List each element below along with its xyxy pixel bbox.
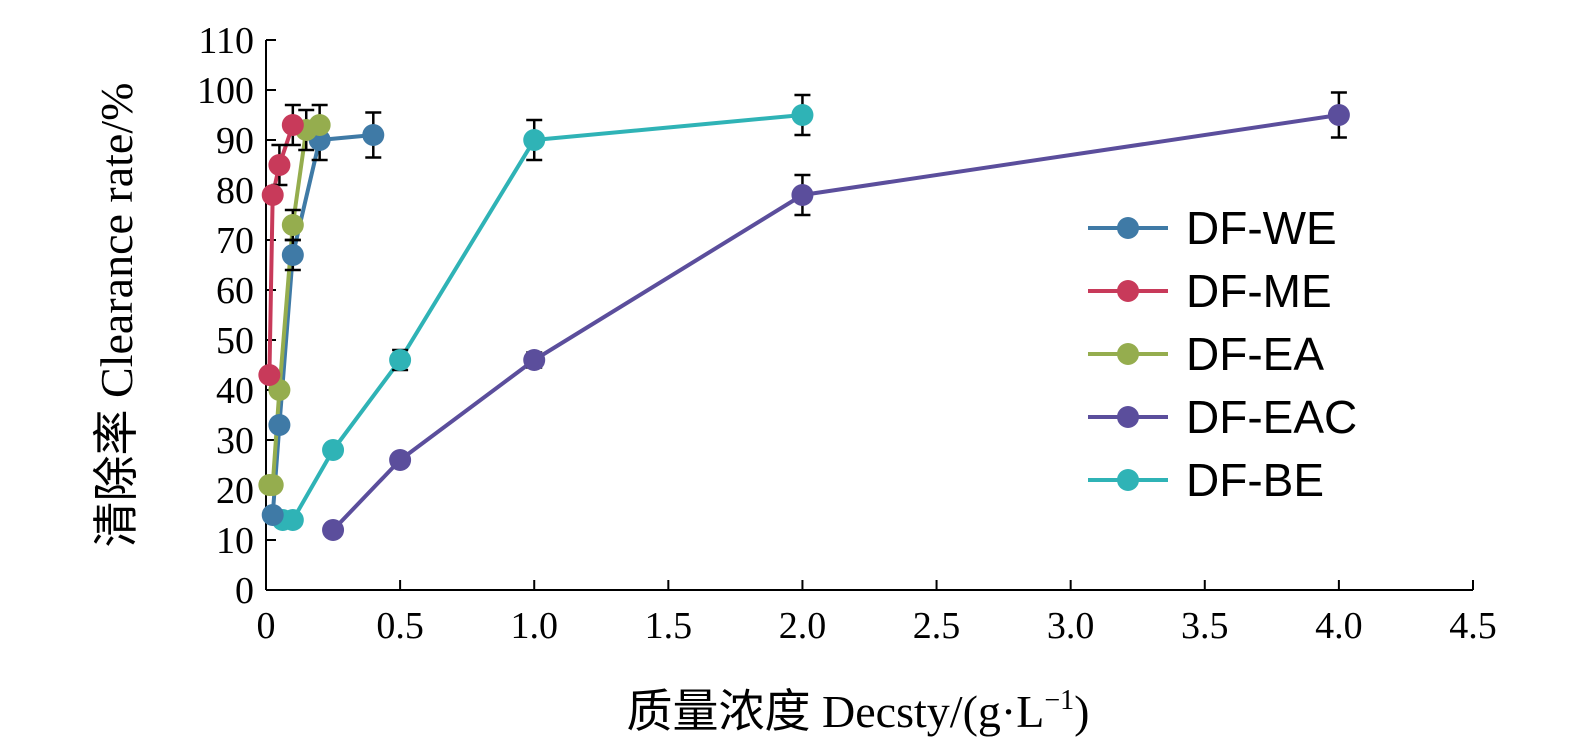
- x-tick-label: 2.0: [779, 605, 827, 647]
- data-point: [523, 349, 546, 371]
- y-tick-label: 100: [197, 70, 254, 112]
- x-axis-title-close: ): [1074, 686, 1089, 737]
- y-tick-label: 90: [216, 120, 254, 162]
- data-point: [1327, 104, 1350, 126]
- legend-label: DF-BE: [1186, 454, 1324, 506]
- x-tick-label: 1.0: [510, 605, 558, 647]
- data-point: [322, 519, 345, 541]
- x-tick-label: 3.0: [1047, 605, 1095, 647]
- legend-marker: [1117, 343, 1139, 365]
- data-point: [791, 184, 814, 206]
- data-point: [261, 504, 284, 526]
- data-point: [281, 214, 304, 236]
- data-point: [281, 244, 304, 266]
- data-point: [268, 414, 291, 436]
- legend-marker: [1117, 469, 1139, 491]
- data-point: [261, 184, 284, 206]
- x-tick-label: 4.5: [1449, 605, 1497, 647]
- legend-label: DF-EA: [1186, 328, 1324, 380]
- data-point: [389, 349, 412, 371]
- legend-label: DF-EAC: [1186, 391, 1357, 443]
- data-point: [268, 154, 291, 176]
- data-point: [281, 114, 304, 136]
- legend-marker: [1117, 217, 1139, 239]
- data-point: [308, 114, 331, 136]
- data-point: [389, 449, 412, 471]
- y-tick-label: 110: [198, 20, 254, 62]
- series-line: [282, 113, 803, 522]
- x-tick-label: 4.0: [1315, 605, 1363, 647]
- tick-marks: 0 0.5 1.0 1.5 2.0 2.5 3.0 3.5 4.0 4.5 0 10 20 30 40 50 6…: [197, 20, 1497, 647]
- x-tick-label: 0.5: [376, 605, 424, 647]
- series-lines: [267, 113, 1340, 532]
- axes: [265, 40, 1473, 591]
- x-tick-label: 3.5: [1181, 605, 1229, 647]
- legend-marker: [1117, 280, 1139, 302]
- y-tick-label: 80: [216, 170, 254, 212]
- y-tick-label: 60: [216, 270, 254, 312]
- series-markers: [258, 104, 1350, 541]
- y-tick-label: 0: [235, 570, 254, 612]
- data-point: [362, 124, 385, 146]
- data-point: [281, 509, 304, 531]
- x-axis-title-superscript: −1: [1044, 685, 1074, 716]
- x-tick-label: 2.5: [913, 605, 961, 647]
- legend-label: DF-WE: [1186, 202, 1337, 254]
- legend-marker: [1117, 406, 1139, 428]
- data-point: [258, 364, 281, 386]
- y-tick-label: 10: [216, 520, 254, 562]
- y-tick-label: 50: [216, 320, 254, 362]
- y-axis-title: 清除率 Clearance rate/%: [91, 83, 142, 548]
- y-tick-label: 30: [216, 420, 254, 462]
- legend-label: DF-ME: [1186, 265, 1332, 317]
- y-tick-label: 70: [216, 220, 254, 262]
- data-point: [523, 129, 546, 151]
- series-line: [270, 133, 374, 516]
- x-tick-label: 0: [257, 605, 276, 647]
- data-point: [322, 439, 345, 461]
- x-axis-title: 质量浓度 Decsty/(g·L−1): [627, 685, 1090, 737]
- data-point: [261, 474, 284, 496]
- data-point: [791, 104, 814, 126]
- y-tick-label: 20: [216, 470, 254, 512]
- y-tick-label: 40: [216, 370, 254, 412]
- legend: DF-WE DF-ME DF-EA DF-EAC DF-BE: [1088, 202, 1357, 506]
- x-tick-label: 1.5: [645, 605, 693, 647]
